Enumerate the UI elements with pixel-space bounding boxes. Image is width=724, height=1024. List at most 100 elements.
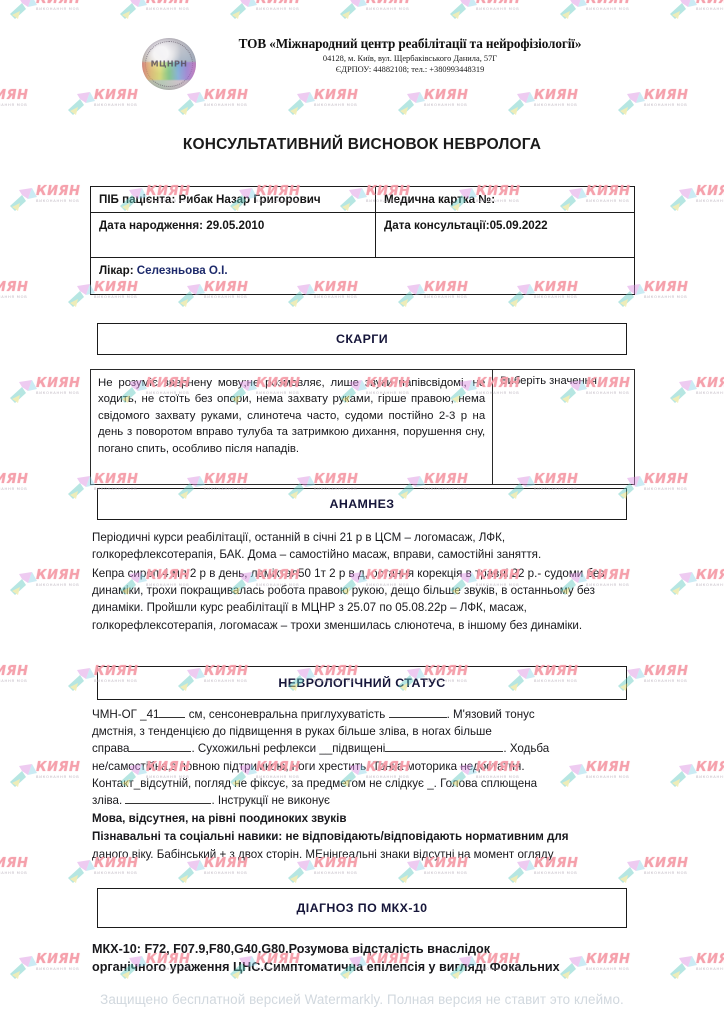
neuro-skills-line-2: даного віку. Бабінський + з двох сторін.… (92, 848, 554, 861)
fill-blank[interactable] (385, 751, 504, 752)
watermark-word: КИЯН (696, 760, 724, 775)
watermark-word: КИЯН (36, 568, 81, 583)
watermark-word: КИЯН (36, 760, 81, 775)
watermark-arrow-icon (668, 954, 698, 980)
watermark-subtext: ВИКОНАННЯ МОВ (36, 199, 80, 203)
watermark-word: КИЯН (94, 88, 139, 103)
watermark-subtext: ВИКОНАННЯ МОВ (0, 103, 28, 107)
watermark-subtext: ВИКОНАННЯ МОВ (36, 391, 80, 395)
watermark-arrow-icon (8, 570, 38, 596)
watermark-word: КИЯН (0, 472, 29, 487)
table-row: ПІБ пацієнта: Рибак Назар Григорович Мед… (90, 186, 635, 213)
organization-name: ТОВ «Міжнародний центр реабілітації та н… (238, 36, 582, 51)
watermarkly-banner-text: Защищено бесплатной версией Watermarkly.… (100, 991, 624, 1007)
neuro-skills-line-1: Пізнавальні та соціальні навики: не відп… (92, 828, 632, 845)
watermark-subtext: ВИКОНАННЯ МОВ (0, 295, 28, 299)
fill-blank[interactable] (388, 717, 447, 718)
watermark-subtext: ВИКОНАННЯ МОВ (534, 103, 578, 107)
section-header-anamnesis: АНАМНЕЗ (97, 488, 627, 520)
diagnosis-line-2: органічного ураження ЦНС.Симптоматична е… (92, 960, 560, 974)
watermark-word: КИЯН (146, 0, 190, 7)
neuro-line-1-part-b: см, сенсоневральна приглухуватість (188, 708, 386, 721)
watermark-word: КИЯН (696, 0, 724, 7)
watermark-word: КИЯН (696, 184, 724, 199)
watermark-subtext: ВИКОНАННЯ МОВ (424, 871, 468, 875)
neuro-speech-line: Мова, відсутнея, на рівні поодиноких зву… (92, 812, 347, 825)
watermark-word: КИЯН (36, 184, 81, 199)
consult-date-label: Дата консультації: (384, 219, 490, 232)
neuro-line-6-part-a: зліва. (92, 794, 123, 807)
complaints-select-value[interactable]: Виберіть значення (492, 369, 635, 485)
complaints-table: Не розуміє звернену мову;не розмовляє, л… (89, 369, 635, 485)
watermark-word: КИЯН (534, 88, 579, 103)
watermark-word: КИЯН (644, 280, 689, 295)
section-header-complaints: СКАРГИ (97, 323, 627, 355)
watermark-word: КИЯН (696, 568, 724, 583)
neuro-line-6-part-b: . Інструкції не виконує (211, 794, 330, 807)
watermark-subtext: ВИКОНАННЯ МОВ (36, 583, 80, 587)
watermark-subtext: ВИКОНАННЯ МОВ (204, 871, 248, 875)
section-header-diagnosis: ДІАГНОЗ ПО МКХ-10 (97, 888, 627, 928)
watermark-subtext: ВИКОНАННЯ МОВ (586, 7, 630, 11)
watermark-arrow-icon (8, 378, 38, 404)
fill-blank[interactable] (129, 751, 192, 752)
table-row: Дата народження: 29.05.2010 Дата консуль… (90, 212, 635, 258)
neuro-line-2: дмстнія, з тенденцією до підвищення в ру… (92, 725, 492, 738)
watermark-word: КИЯН (644, 664, 689, 679)
consult-date-value: 05.09.2022 (489, 219, 548, 232)
watermark-word: КИЯН (0, 88, 29, 103)
neuro-line-1-part-c: . М'язовий тонус (446, 708, 535, 721)
watermark-subtext: ВИКОНАННЯ МОВ (94, 295, 138, 299)
watermark-arrow-icon (8, 186, 38, 212)
page-title: КОНСУЛЬТАТИВНИЙ ВИСНОВОК НЕВРОЛОГА (182, 136, 542, 153)
neuro-line-4: не/самостійна,з повною підтримкою, ноги … (92, 760, 525, 773)
anamnesis-paragraph-1: Періодичні курси реабілітації, останній … (92, 531, 542, 562)
watermark-subtext: ВИКОНАННЯ МОВ (204, 103, 248, 107)
watermark-subtext: ВИКОНАННЯ МОВ (314, 103, 358, 107)
watermark-subtext: ВИКОНАННЯ МОВ (0, 871, 28, 875)
watermark-word: КИЯН (424, 88, 469, 103)
watermark-subtext: ВИКОНАННЯ МОВ (204, 295, 248, 299)
watermark-arrow-icon (66, 90, 96, 116)
watermark-word: КИЯН (256, 0, 300, 7)
watermark-word: КИЯН (696, 952, 724, 967)
seal-hologram (142, 61, 196, 80)
patient-info-table: ПІБ пацієнта: Рибак Назар Григорович Мед… (90, 186, 635, 295)
diagnosis-line-1: МКХ-10: F72, F07.9,F80,G40,G80.Розумова … (92, 942, 490, 956)
watermark-subtext: ВИКОНАННЯ МОВ (534, 295, 578, 299)
watermark-subtext: ВИКОНАННЯ МОВ (424, 103, 468, 107)
watermark-subtext: ВИКОНАННЯ МОВ (146, 7, 190, 11)
watermark-subtext: ВИКОНАННЯ МОВ (94, 103, 138, 107)
watermark-subtext: ВИКОНАННЯ МОВ (696, 967, 724, 971)
watermark-subtext: ВИКОНАННЯ МОВ (644, 679, 688, 683)
medical-card-label: Медична картка №: (384, 193, 496, 206)
watermark-word: КИЯН (0, 856, 29, 871)
section-header-anamnesis-label: АНАМНЕЗ (329, 497, 395, 511)
watermark-subtext: ВИКОНАННЯ МОВ (424, 295, 468, 299)
watermark-word: КИЯН (586, 0, 630, 7)
neuro-line-3-part-b: . Сухожильні рефлекси __підвищені (191, 742, 386, 755)
watermark-subtext: ВИКОНАННЯ МОВ (696, 391, 724, 395)
doctor-value: Селезньова О.І. (136, 264, 228, 277)
watermark-subtext: ВИКОНАННЯ МОВ (644, 295, 688, 299)
organization-address: 04128, м. Київ, вул. Щербаківського Дани… (322, 54, 498, 63)
official-seal-stamp: МЦНРН (142, 38, 196, 90)
fill-blank[interactable] (125, 803, 212, 804)
table-row: Лікар: Селезньова О.І. (90, 257, 635, 295)
watermark-arrow-icon (668, 570, 698, 596)
watermark-word: КИЯН (644, 856, 689, 871)
neuro-line-3-part-a: справа (92, 742, 130, 755)
fill-blank[interactable] (159, 717, 186, 718)
